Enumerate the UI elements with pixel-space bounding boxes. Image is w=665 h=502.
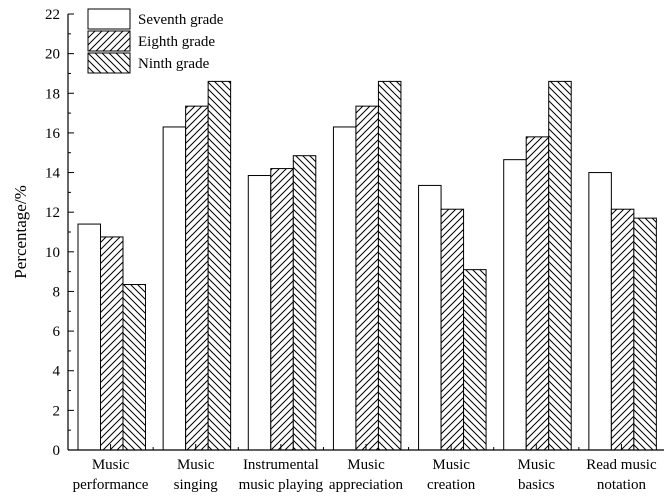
y-tick-label: 12 (45, 205, 60, 221)
bar (77, 223, 101, 451)
x-tick-label: Instrumental music playing (239, 457, 324, 493)
y-axis-title: Percentage/% (11, 185, 30, 278)
y-tick-label: 10 (45, 245, 60, 261)
bar (247, 175, 272, 451)
y-tick-label: 8 (53, 284, 61, 300)
legend-label: Seventh grade (138, 12, 224, 28)
x-tick-label: Music singing (174, 457, 219, 493)
bar (207, 80, 232, 451)
bar (610, 208, 635, 451)
bar (440, 208, 465, 451)
legend-swatch (87, 52, 131, 74)
legend-label: Eighth grade (138, 34, 215, 50)
x-tick-label: Music creation (427, 457, 476, 493)
x-tick-label: Music basics (518, 457, 556, 493)
y-tick-label: 0 (53, 443, 61, 459)
legend: Seventh grade Eighth grade Ninth grade (87, 8, 224, 74)
x-tick-label: Read music notation (586, 457, 657, 493)
bar (503, 159, 527, 451)
bar (332, 126, 357, 451)
legend-label: Ninth grade (138, 56, 210, 72)
y-tick-label: 16 (45, 126, 61, 142)
bar (100, 236, 124, 451)
legend-swatch (87, 8, 131, 30)
y-tick-label: 20 (45, 47, 60, 63)
bar (185, 105, 209, 451)
bar (588, 172, 612, 451)
y-tick-label: 6 (53, 324, 61, 340)
y-tick-label: 14 (45, 166, 61, 182)
bar (377, 80, 402, 451)
axes: 0 2 4 6 8 10 12 14 16 18 20 22 Music performance Music… (11, 7, 664, 493)
bar (162, 126, 187, 451)
x-tick-label: Music appreciation (329, 457, 404, 493)
bar (355, 105, 379, 451)
y-tick-label: 4 (53, 364, 61, 380)
legend-swatch (87, 30, 131, 52)
bar (525, 136, 550, 451)
bar (122, 284, 146, 451)
plot-area (77, 80, 657, 451)
y-tick-label: 22 (45, 7, 60, 23)
bar (418, 184, 442, 451)
y-tick-label: 18 (45, 86, 60, 102)
bar (292, 155, 317, 451)
y-tick-label: 2 (53, 403, 61, 419)
x-tick-label: Music performance (73, 457, 149, 493)
bar (270, 168, 294, 451)
bar (633, 217, 657, 451)
bar (463, 269, 487, 451)
bar (548, 80, 572, 451)
